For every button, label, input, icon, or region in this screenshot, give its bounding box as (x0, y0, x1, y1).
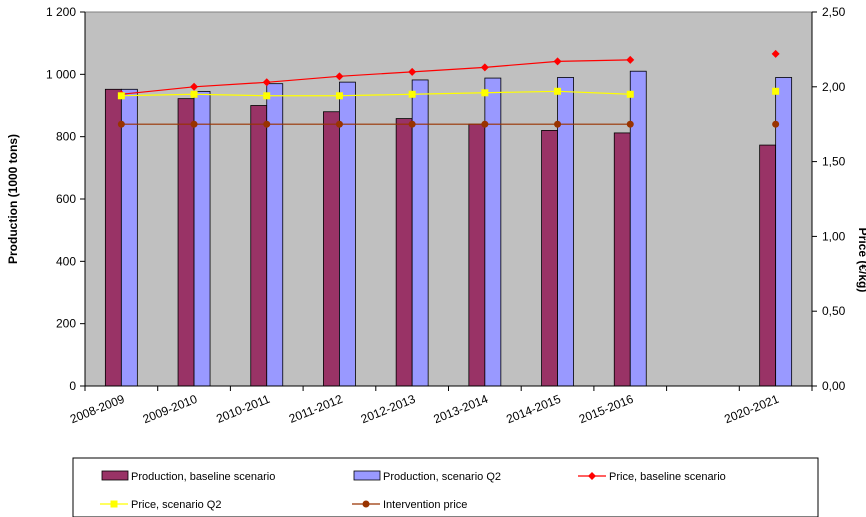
point-series-0 (626, 55, 635, 64)
bar-baseline (177, 98, 195, 387)
x-tick-label: 2014-2015 (504, 392, 563, 427)
bar-q2 (339, 81, 356, 387)
lines-layer (117, 49, 780, 128)
legend: Production, baseline scenario Production,… (72, 457, 819, 517)
legend-label: Intervention price (383, 499, 467, 511)
bar-q2 (629, 70, 647, 387)
x-tick-label: 2009-2010 (141, 392, 200, 427)
bar-baseline (541, 130, 558, 387)
point-series-2 (117, 120, 125, 128)
bar-baseline (250, 105, 268, 387)
bar-baseline (323, 111, 340, 387)
bar-q2 (193, 91, 211, 387)
y2-tick-label: 1,50 (822, 155, 846, 169)
bar-baseline (395, 118, 413, 387)
legend-swatch (101, 470, 129, 481)
legend-box (72, 457, 819, 517)
y2-tick-label: 0,00 (822, 379, 846, 393)
y2-tick-label: 2,00 (822, 80, 846, 94)
x-tick-label: 2011-2012 (287, 392, 345, 426)
bar-baseline (104, 88, 122, 387)
x-tick-label: 2015-2016 (577, 392, 636, 427)
point-series-2 (772, 120, 780, 128)
point-series-2 (263, 120, 271, 128)
point-series-2 (408, 120, 416, 128)
point-series-0 (335, 72, 344, 81)
bar-q2 (266, 83, 284, 387)
point-series-0 (480, 63, 489, 72)
point-series-1 (554, 87, 562, 95)
x-tick-label: 2010-2011 (214, 392, 272, 426)
bar-baseline (468, 123, 486, 387)
point-series-2 (554, 120, 562, 128)
point-series-1 (335, 92, 343, 100)
legend-label: Price, baseline scenario (609, 471, 726, 483)
y2-tick-label: 1,00 (822, 229, 846, 243)
point-series-1 (117, 92, 125, 100)
y-tick-label: 0 (69, 379, 76, 393)
bar-baseline (759, 144, 777, 387)
point-series-2 (626, 120, 634, 128)
y-tick-label: 800 (56, 130, 76, 144)
bars-layer (104, 70, 793, 387)
x-tick-label: 2008-2009 (68, 392, 127, 427)
point-series-2 (481, 120, 489, 128)
y2-tick-label: 0,50 (822, 304, 846, 318)
bar-q2 (120, 88, 138, 387)
legend-marker (588, 472, 596, 480)
point-series-0 (553, 57, 562, 66)
legend-swatch (353, 470, 381, 481)
y-tick-label: 400 (56, 254, 76, 268)
legend-label: Production, baseline scenario (131, 471, 275, 483)
y-axis-label: Production (1000 tons) (6, 134, 20, 264)
point-series-1 (263, 92, 271, 100)
y2-axis-label: Price (€/kg) (856, 228, 866, 293)
point-series-0 (408, 67, 417, 76)
point-series-1 (408, 90, 416, 98)
point-series-1 (626, 90, 634, 98)
y-tick-label: 200 (56, 317, 76, 331)
point-series-1 (772, 87, 780, 95)
point-series-1 (481, 89, 489, 97)
y-tick-label: 1 000 (46, 67, 76, 81)
line-series-1 (121, 90, 631, 97)
legend-marker (110, 500, 118, 508)
y2-tick-label: 2,50 (822, 5, 846, 19)
bar-baseline (613, 132, 631, 387)
legend-marker (362, 500, 370, 508)
legend-label: Price, scenario Q2 (131, 499, 221, 511)
y-tick-label: 600 (56, 192, 76, 206)
x-tick-label: 2020-2021 (722, 392, 781, 427)
x-tick-label: 2012-2013 (359, 392, 418, 427)
y-tick-label: 1 200 (46, 5, 76, 19)
line-series-0 (121, 59, 631, 95)
point-series-2 (190, 120, 198, 128)
point-series-0 (262, 78, 271, 87)
x-tick-label: 2013-2014 (432, 392, 491, 427)
point-series-2 (335, 120, 343, 128)
legend-label: Production, scenario Q2 (383, 471, 501, 483)
point-series-0 (771, 49, 780, 58)
point-series-1 (190, 90, 198, 98)
point-series-0 (190, 82, 199, 91)
